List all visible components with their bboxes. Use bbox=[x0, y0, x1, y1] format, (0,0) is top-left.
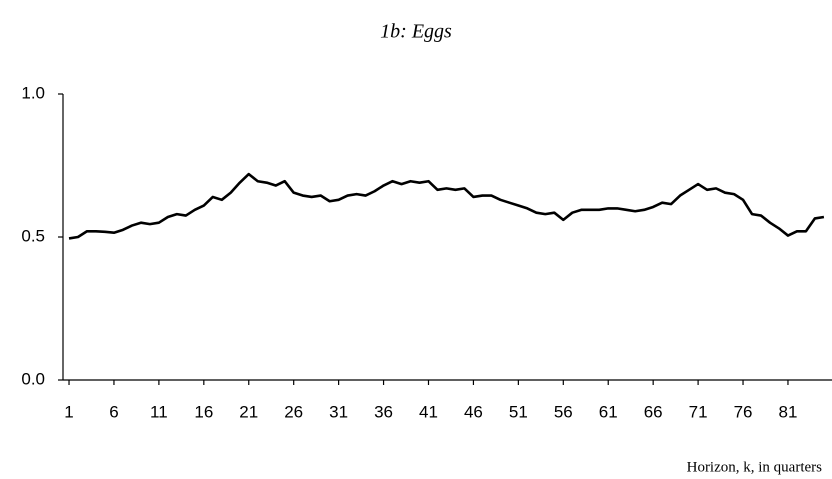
y-tick-label: 0.5 bbox=[21, 226, 45, 245]
x-axis-label: Horizon, k, in quarters bbox=[687, 459, 823, 475]
y-tick-label: 1.0 bbox=[21, 83, 45, 102]
x-tick-label: 1 bbox=[64, 402, 73, 421]
x-tick-label: 11 bbox=[150, 402, 168, 421]
chart-title: 1b: Eggs bbox=[380, 21, 452, 43]
x-tick-label: 76 bbox=[734, 402, 753, 421]
x-tick-label: 6 bbox=[109, 402, 118, 421]
x-tick-label: 41 bbox=[419, 402, 438, 421]
x-tick-label: 31 bbox=[329, 402, 348, 421]
x-tick-label: 26 bbox=[284, 402, 303, 421]
x-tick-label: 46 bbox=[464, 402, 483, 421]
x-tick-label: 81 bbox=[779, 402, 798, 421]
data-line bbox=[68, 172, 825, 240]
x-tick-label: 61 bbox=[599, 402, 618, 421]
x-tick-label: 66 bbox=[644, 402, 663, 421]
x-tick-label: 56 bbox=[554, 402, 573, 421]
y-tick-label: 0.0 bbox=[21, 369, 45, 388]
x-tick-label: 51 bbox=[509, 402, 528, 421]
x-tick-label: 71 bbox=[689, 402, 708, 421]
x-tick-label: 16 bbox=[194, 402, 213, 421]
x-tick-label: 21 bbox=[239, 402, 258, 421]
x-tick-label: 36 bbox=[374, 402, 393, 421]
